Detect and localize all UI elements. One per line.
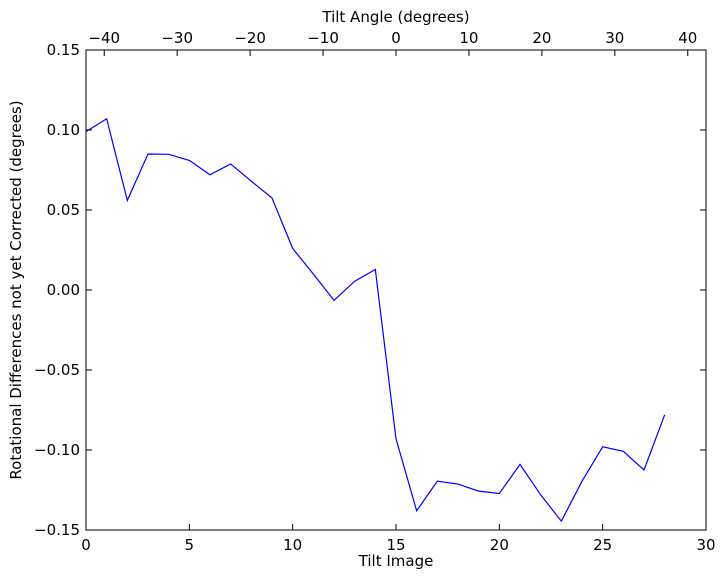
y-tick-label: 0.15 [47,41,80,59]
top-x-tick-label: −40 [88,29,120,47]
y-tick-label: 0.05 [47,201,80,219]
x-tick-label: 20 [490,536,509,554]
plot-frame [85,49,707,531]
y-tick-label: −0.15 [34,521,80,539]
x-tick-label: 10 [283,536,302,554]
y-tick-label: 0.00 [47,281,80,299]
top-x-tick-label: 30 [605,29,624,47]
x-tick-label: 15 [386,536,405,554]
top-x-tick-label: −20 [234,29,266,47]
top-x-tick-label: 10 [459,29,478,47]
x-axis-bottom: 0 5 10 15 20 25 30 [81,524,716,554]
x-tick-label: 30 [696,536,715,554]
top-x-tick-label: 40 [678,29,697,47]
x-tick-label: 25 [593,536,612,554]
y-tick-label: −0.05 [34,361,80,379]
top-x-axis-title: Tilt Angle (degrees) [321,8,469,26]
y-axis-title: Rotational Differences not yet Corrected… [7,100,25,479]
top-x-tick-label: 0 [391,29,401,47]
top-x-tick-label: −10 [307,29,339,47]
x-tick-label: 0 [81,536,91,554]
y-axis: −0.15 −0.10 −0.05 0.00 0.05 0.10 0.15 [34,41,706,539]
x-tick-label: 5 [185,536,195,554]
plot-area [85,49,707,531]
y-tick-label: 0.10 [47,121,80,139]
series-layer [85,117,666,523]
x-axis-title: Tilt Image [358,552,434,570]
top-x-tick-label: −30 [161,29,193,47]
series-line-0 [85,117,666,523]
x-axis-top: −40 −30 −20 −10 0 10 20 30 40 [88,29,697,56]
y-tick-label: −0.10 [34,441,80,459]
top-x-tick-label: 20 [532,29,551,47]
